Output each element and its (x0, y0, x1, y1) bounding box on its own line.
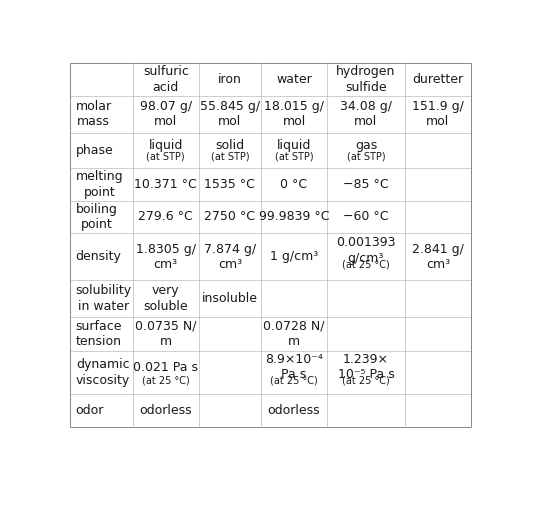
Text: 0.0735 N/
m: 0.0735 N/ m (135, 320, 197, 348)
Text: solid: solid (215, 139, 245, 152)
Text: (at STP): (at STP) (146, 152, 185, 162)
Text: (at STP): (at STP) (275, 152, 313, 162)
Text: 34.08 g/
mol: 34.08 g/ mol (340, 100, 392, 128)
Text: water: water (276, 73, 312, 86)
Text: gas: gas (355, 139, 377, 152)
Text: iron: iron (218, 73, 242, 86)
Text: (at STP): (at STP) (211, 152, 249, 162)
Text: density: density (75, 250, 121, 263)
Text: 151.9 g/
mol: 151.9 g/ mol (412, 100, 464, 128)
Text: boiling
point: boiling point (75, 203, 117, 231)
Text: 99.9839 °C: 99.9839 °C (259, 211, 329, 223)
Text: odorless: odorless (139, 404, 192, 417)
Text: (at 25 °C): (at 25 °C) (142, 375, 189, 385)
Text: insoluble: insoluble (202, 292, 258, 305)
Text: 8.9×10⁻⁴
Pa s: 8.9×10⁻⁴ Pa s (265, 353, 323, 381)
Text: 0 °C: 0 °C (281, 178, 307, 191)
Text: 7.874 g/
cm³: 7.874 g/ cm³ (204, 243, 256, 271)
Text: 55.845 g/
mol: 55.845 g/ mol (200, 100, 260, 128)
Text: 2.841 g/
cm³: 2.841 g/ cm³ (412, 243, 464, 271)
Text: 18.015 g/
mol: 18.015 g/ mol (264, 100, 324, 128)
Text: liquid: liquid (149, 139, 183, 152)
Text: duretter: duretter (412, 73, 464, 86)
Text: very
soluble: very soluble (144, 284, 188, 313)
Text: odorless: odorless (268, 404, 321, 417)
Text: 1.239×
10⁻⁵ Pa s: 1.239× 10⁻⁵ Pa s (337, 353, 394, 381)
Text: (at STP): (at STP) (347, 152, 385, 162)
Text: melting
point: melting point (75, 170, 123, 199)
Text: 0.021 Pa s: 0.021 Pa s (133, 361, 198, 374)
Text: 1 g/cm³: 1 g/cm³ (270, 250, 318, 263)
Text: hydrogen
sulfide: hydrogen sulfide (336, 65, 396, 94)
Text: odor: odor (75, 404, 104, 417)
Text: (at 25 °C): (at 25 °C) (270, 375, 318, 385)
Text: 0.0728 N/
m: 0.0728 N/ m (263, 320, 325, 348)
Text: (at 25 °C): (at 25 °C) (342, 375, 390, 385)
Text: 1535 °C: 1535 °C (204, 178, 256, 191)
Text: −85 °C: −85 °C (343, 178, 389, 191)
Text: sulfuric
acid: sulfuric acid (143, 65, 189, 94)
Text: phase: phase (75, 144, 113, 157)
Text: 1.8305 g/
cm³: 1.8305 g/ cm³ (136, 243, 196, 271)
Text: 98.07 g/
mol: 98.07 g/ mol (140, 100, 192, 128)
Text: molar
mass: molar mass (75, 100, 111, 128)
Text: surface
tension: surface tension (75, 320, 122, 348)
Text: 2750 °C: 2750 °C (204, 211, 256, 223)
Text: (at 25 °C): (at 25 °C) (342, 260, 390, 270)
Text: 10.371 °C: 10.371 °C (134, 178, 197, 191)
Text: dynamic
viscosity: dynamic viscosity (75, 358, 130, 387)
Text: solubility
in water: solubility in water (75, 284, 132, 313)
Text: liquid: liquid (277, 139, 311, 152)
Text: −60 °C: −60 °C (343, 211, 389, 223)
Text: 0.001393
g/cm³: 0.001393 g/cm³ (336, 237, 396, 265)
Text: 279.6 °C: 279.6 °C (139, 211, 193, 223)
